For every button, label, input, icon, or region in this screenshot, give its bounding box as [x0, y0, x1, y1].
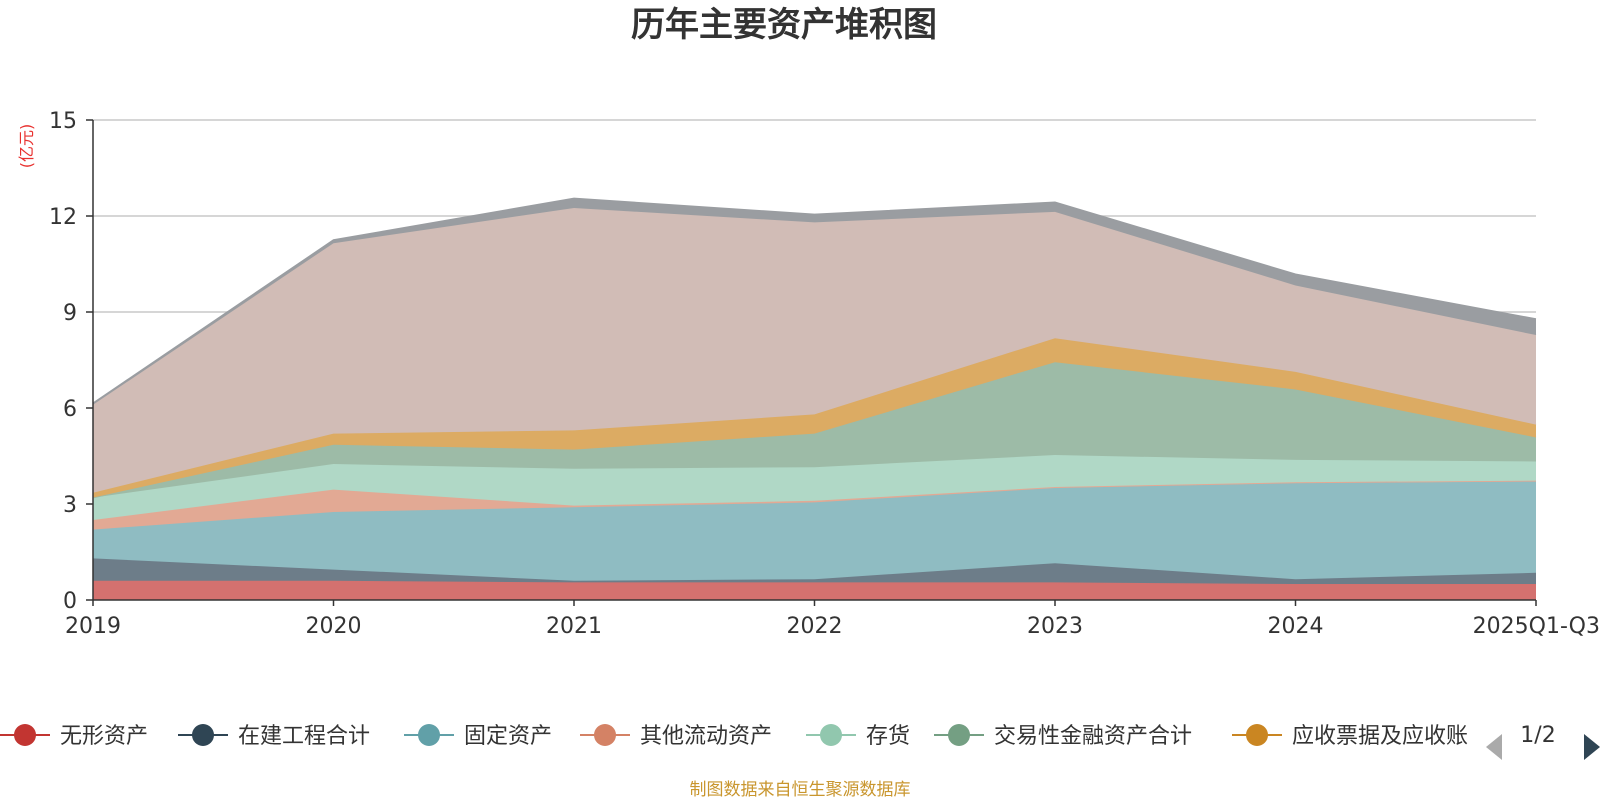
legend-label: 固定资产: [464, 724, 552, 749]
legend-label: 存货: [866, 724, 910, 749]
legend-marker: [594, 724, 616, 746]
area-5[interactable]: [93, 455, 1536, 520]
legend: 无形资产 在建工程合计 固定资产 其他流动资产 存货 交易性金融资产合计 应收票据及应收账: [0, 724, 1468, 749]
legend-item[interactable]: 交易性金融资产合计: [934, 724, 1192, 749]
y-tick-label: 0: [63, 589, 77, 614]
legend-label: 其他流动资产: [640, 724, 772, 749]
legend-marker: [948, 724, 970, 746]
x-tick-label: 2020: [306, 614, 362, 639]
legend-label: 无形资产: [60, 724, 148, 749]
legend-marker: [820, 724, 842, 746]
legend-page-indicator: 1/2: [1520, 723, 1555, 748]
area-4[interactable]: [93, 480, 1536, 530]
data-source-note: 制图数据来自恒生聚源数据库: [690, 780, 911, 800]
legend-marker: [192, 724, 214, 746]
y-axis-unit: (亿元): [17, 124, 36, 169]
legend-label: 交易性金融资产合计: [994, 724, 1192, 749]
legend-item[interactable]: 无形资产: [0, 724, 148, 749]
area-1[interactable]: [93, 580, 1536, 600]
x-tick-label: 2025Q1-Q3: [1473, 614, 1600, 639]
legend-marker: [1246, 724, 1268, 746]
area-edge-9: [92, 197, 1537, 404]
x-tick-label: 2024: [1268, 614, 1324, 639]
y-tick-label: 6: [63, 397, 77, 422]
y-tick-label: 15: [49, 109, 77, 134]
x-tick-label: 2019: [65, 614, 121, 639]
legend-prev-icon[interactable]: [1486, 734, 1502, 760]
legend-next-icon[interactable]: [1584, 734, 1600, 760]
y-tick-label: 9: [63, 301, 77, 326]
x-tick-label: 2021: [546, 614, 602, 639]
y-tick-label: 3: [63, 493, 77, 518]
area-7[interactable]: [93, 338, 1536, 498]
legend-item[interactable]: 存货: [806, 724, 910, 749]
x-tick-label: 2023: [1027, 614, 1083, 639]
area-2[interactable]: [93, 558, 1536, 584]
legend-item[interactable]: 应收票据及应收账: [1232, 724, 1468, 749]
axes: 0 3 6 9 12 15 2019 2020 2021 2022 2023 2024 2025Q1-Q…: [49, 109, 1600, 639]
area-series: [92, 197, 1537, 600]
legend-marker: [418, 724, 440, 746]
legend-item[interactable]: 在建工程合计: [178, 724, 370, 749]
area-6[interactable]: [93, 362, 1536, 498]
y-tick-label: 12: [49, 205, 77, 230]
chart-title: 历年主要资产堆积图: [631, 5, 937, 45]
x-tick-label: 2022: [787, 614, 843, 639]
area-8[interactable]: [93, 208, 1536, 493]
legend-label: 应收票据及应收账: [1292, 724, 1468, 749]
legend-item[interactable]: 固定资产: [404, 724, 552, 749]
legend-item[interactable]: 其他流动资产: [580, 724, 772, 749]
legend-label: 在建工程合计: [238, 724, 370, 749]
legend-marker: [14, 724, 36, 746]
area-3[interactable]: [93, 481, 1536, 581]
